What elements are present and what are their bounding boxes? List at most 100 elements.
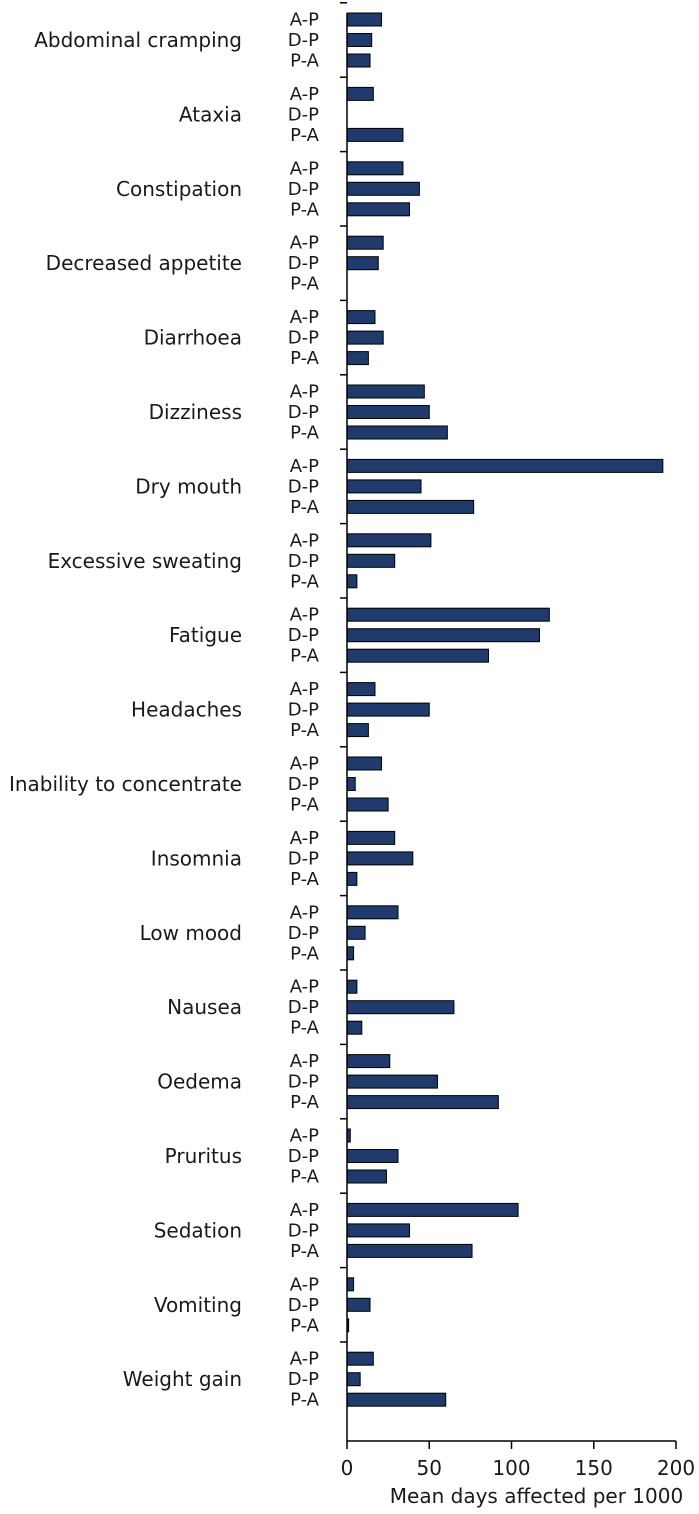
group-label: D-P bbox=[288, 997, 319, 1018]
group-label: P-A bbox=[290, 497, 320, 518]
bar-p-a bbox=[346, 723, 369, 738]
category-label: Sedation bbox=[154, 1218, 242, 1242]
category-label: Fatigue bbox=[169, 623, 242, 647]
group-label: A-P bbox=[290, 233, 319, 254]
bar-p-a bbox=[346, 499, 475, 514]
bar-p-a bbox=[346, 1243, 473, 1258]
category-labels: Abdominal cramping Ataxia Constipation Decr… bbox=[9, 28, 242, 1391]
group-label: A-P bbox=[290, 1051, 319, 1072]
bar-a-p bbox=[346, 1277, 355, 1292]
bar-a-p bbox=[346, 86, 374, 101]
group-label: P-A bbox=[290, 571, 320, 592]
group-label: P-A bbox=[290, 199, 320, 220]
category-label: Dizziness bbox=[149, 400, 242, 424]
group-label: P-A bbox=[290, 646, 320, 667]
group-label: P-A bbox=[290, 1167, 320, 1188]
group-label: A-P bbox=[290, 1349, 319, 1370]
bar-a-p bbox=[346, 682, 376, 697]
bar-p-a bbox=[346, 1392, 447, 1407]
x-tick-label: 0 bbox=[341, 1456, 354, 1480]
bar-p-a bbox=[346, 574, 358, 589]
bar-d-p bbox=[346, 330, 384, 345]
category-label: Pruritus bbox=[165, 1144, 242, 1168]
group-label: P-A bbox=[290, 1018, 320, 1039]
group-label: A-P bbox=[290, 456, 319, 477]
bar-p-a bbox=[346, 871, 358, 886]
group-label: P-A bbox=[290, 274, 320, 295]
axes bbox=[340, 2, 676, 1442]
bar-d-p bbox=[346, 256, 379, 271]
bar-p-a bbox=[346, 127, 404, 142]
bar-d-p bbox=[346, 702, 430, 717]
group-label: P-A bbox=[290, 1390, 320, 1411]
group-labels: A-PD-PP-AA-PD-PP-AA-PD-PP-AA-PD-PP-AA-PD… bbox=[288, 10, 320, 1411]
bar-p-a bbox=[346, 53, 371, 68]
group-label: P-A bbox=[290, 943, 320, 964]
category-label: Diarrhoea bbox=[144, 326, 242, 350]
bar-a-p bbox=[346, 310, 376, 325]
group-label: A-P bbox=[290, 1274, 319, 1295]
category-label: Nausea bbox=[167, 995, 242, 1019]
group-label: D-P bbox=[288, 104, 319, 125]
bar-a-p bbox=[346, 830, 396, 845]
x-axis-ticks: 0 50 100 150 200 bbox=[341, 1441, 695, 1480]
group-label: P-A bbox=[290, 348, 320, 369]
group-label: A-P bbox=[290, 977, 319, 998]
category-label: Vomiting bbox=[154, 1293, 242, 1317]
group-label: A-P bbox=[290, 1126, 319, 1147]
group-label: A-P bbox=[290, 1200, 319, 1221]
bar-p-a bbox=[346, 425, 448, 440]
bar-a-p bbox=[346, 607, 550, 622]
category-label: Constipation bbox=[116, 177, 242, 201]
group-label: D-P bbox=[288, 1146, 319, 1167]
bar-a-p bbox=[346, 1054, 391, 1069]
bar-d-p bbox=[346, 1297, 371, 1312]
group-label: A-P bbox=[290, 84, 319, 105]
group-label: D-P bbox=[288, 30, 319, 51]
group-label: D-P bbox=[288, 774, 319, 795]
bar-p-a bbox=[346, 351, 369, 366]
category-label: Ataxia bbox=[179, 102, 242, 126]
group-label: A-P bbox=[290, 530, 319, 551]
category-label: Low mood bbox=[140, 921, 242, 945]
bar-a-p bbox=[346, 533, 432, 548]
bar-d-p bbox=[346, 181, 420, 196]
group-label: D-P bbox=[288, 1072, 319, 1093]
group-label: D-P bbox=[288, 625, 319, 646]
bar-d-p bbox=[346, 1000, 455, 1015]
group-label: D-P bbox=[288, 328, 319, 349]
group-label: D-P bbox=[288, 1220, 319, 1241]
category-label: Decreased appetite bbox=[46, 251, 242, 275]
group-label: A-P bbox=[290, 828, 319, 849]
group-label: D-P bbox=[288, 923, 319, 944]
bar-a-p bbox=[346, 756, 383, 771]
bar-d-p bbox=[346, 1372, 361, 1387]
group-label: A-P bbox=[290, 902, 319, 923]
group-label: D-P bbox=[288, 179, 319, 200]
bars bbox=[346, 12, 664, 1407]
category-label: Abdominal cramping bbox=[34, 28, 242, 52]
bar-d-p bbox=[346, 405, 430, 419]
x-tick-label: 50 bbox=[417, 1456, 442, 1480]
bar-d-p bbox=[346, 33, 373, 47]
group-label: A-P bbox=[290, 754, 319, 775]
group-label: P-A bbox=[290, 125, 320, 146]
group-label: P-A bbox=[290, 51, 320, 72]
group-label: A-P bbox=[290, 10, 319, 31]
bar-a-p bbox=[346, 384, 425, 399]
bar-p-a bbox=[346, 648, 489, 663]
bar-d-p bbox=[346, 553, 396, 568]
bar-a-p bbox=[346, 458, 664, 473]
category-label: Dry mouth bbox=[135, 474, 242, 498]
category-label: Oedema bbox=[157, 1070, 242, 1094]
group-label: A-P bbox=[290, 307, 319, 328]
group-label: D-P bbox=[288, 253, 319, 274]
bar-d-p bbox=[346, 1223, 411, 1238]
bar-d-p bbox=[346, 777, 356, 791]
category-label: Inability to concentrate bbox=[9, 772, 242, 796]
bar-d-p bbox=[346, 479, 422, 494]
bar-p-a bbox=[346, 797, 389, 812]
bar-d-p bbox=[346, 925, 366, 940]
